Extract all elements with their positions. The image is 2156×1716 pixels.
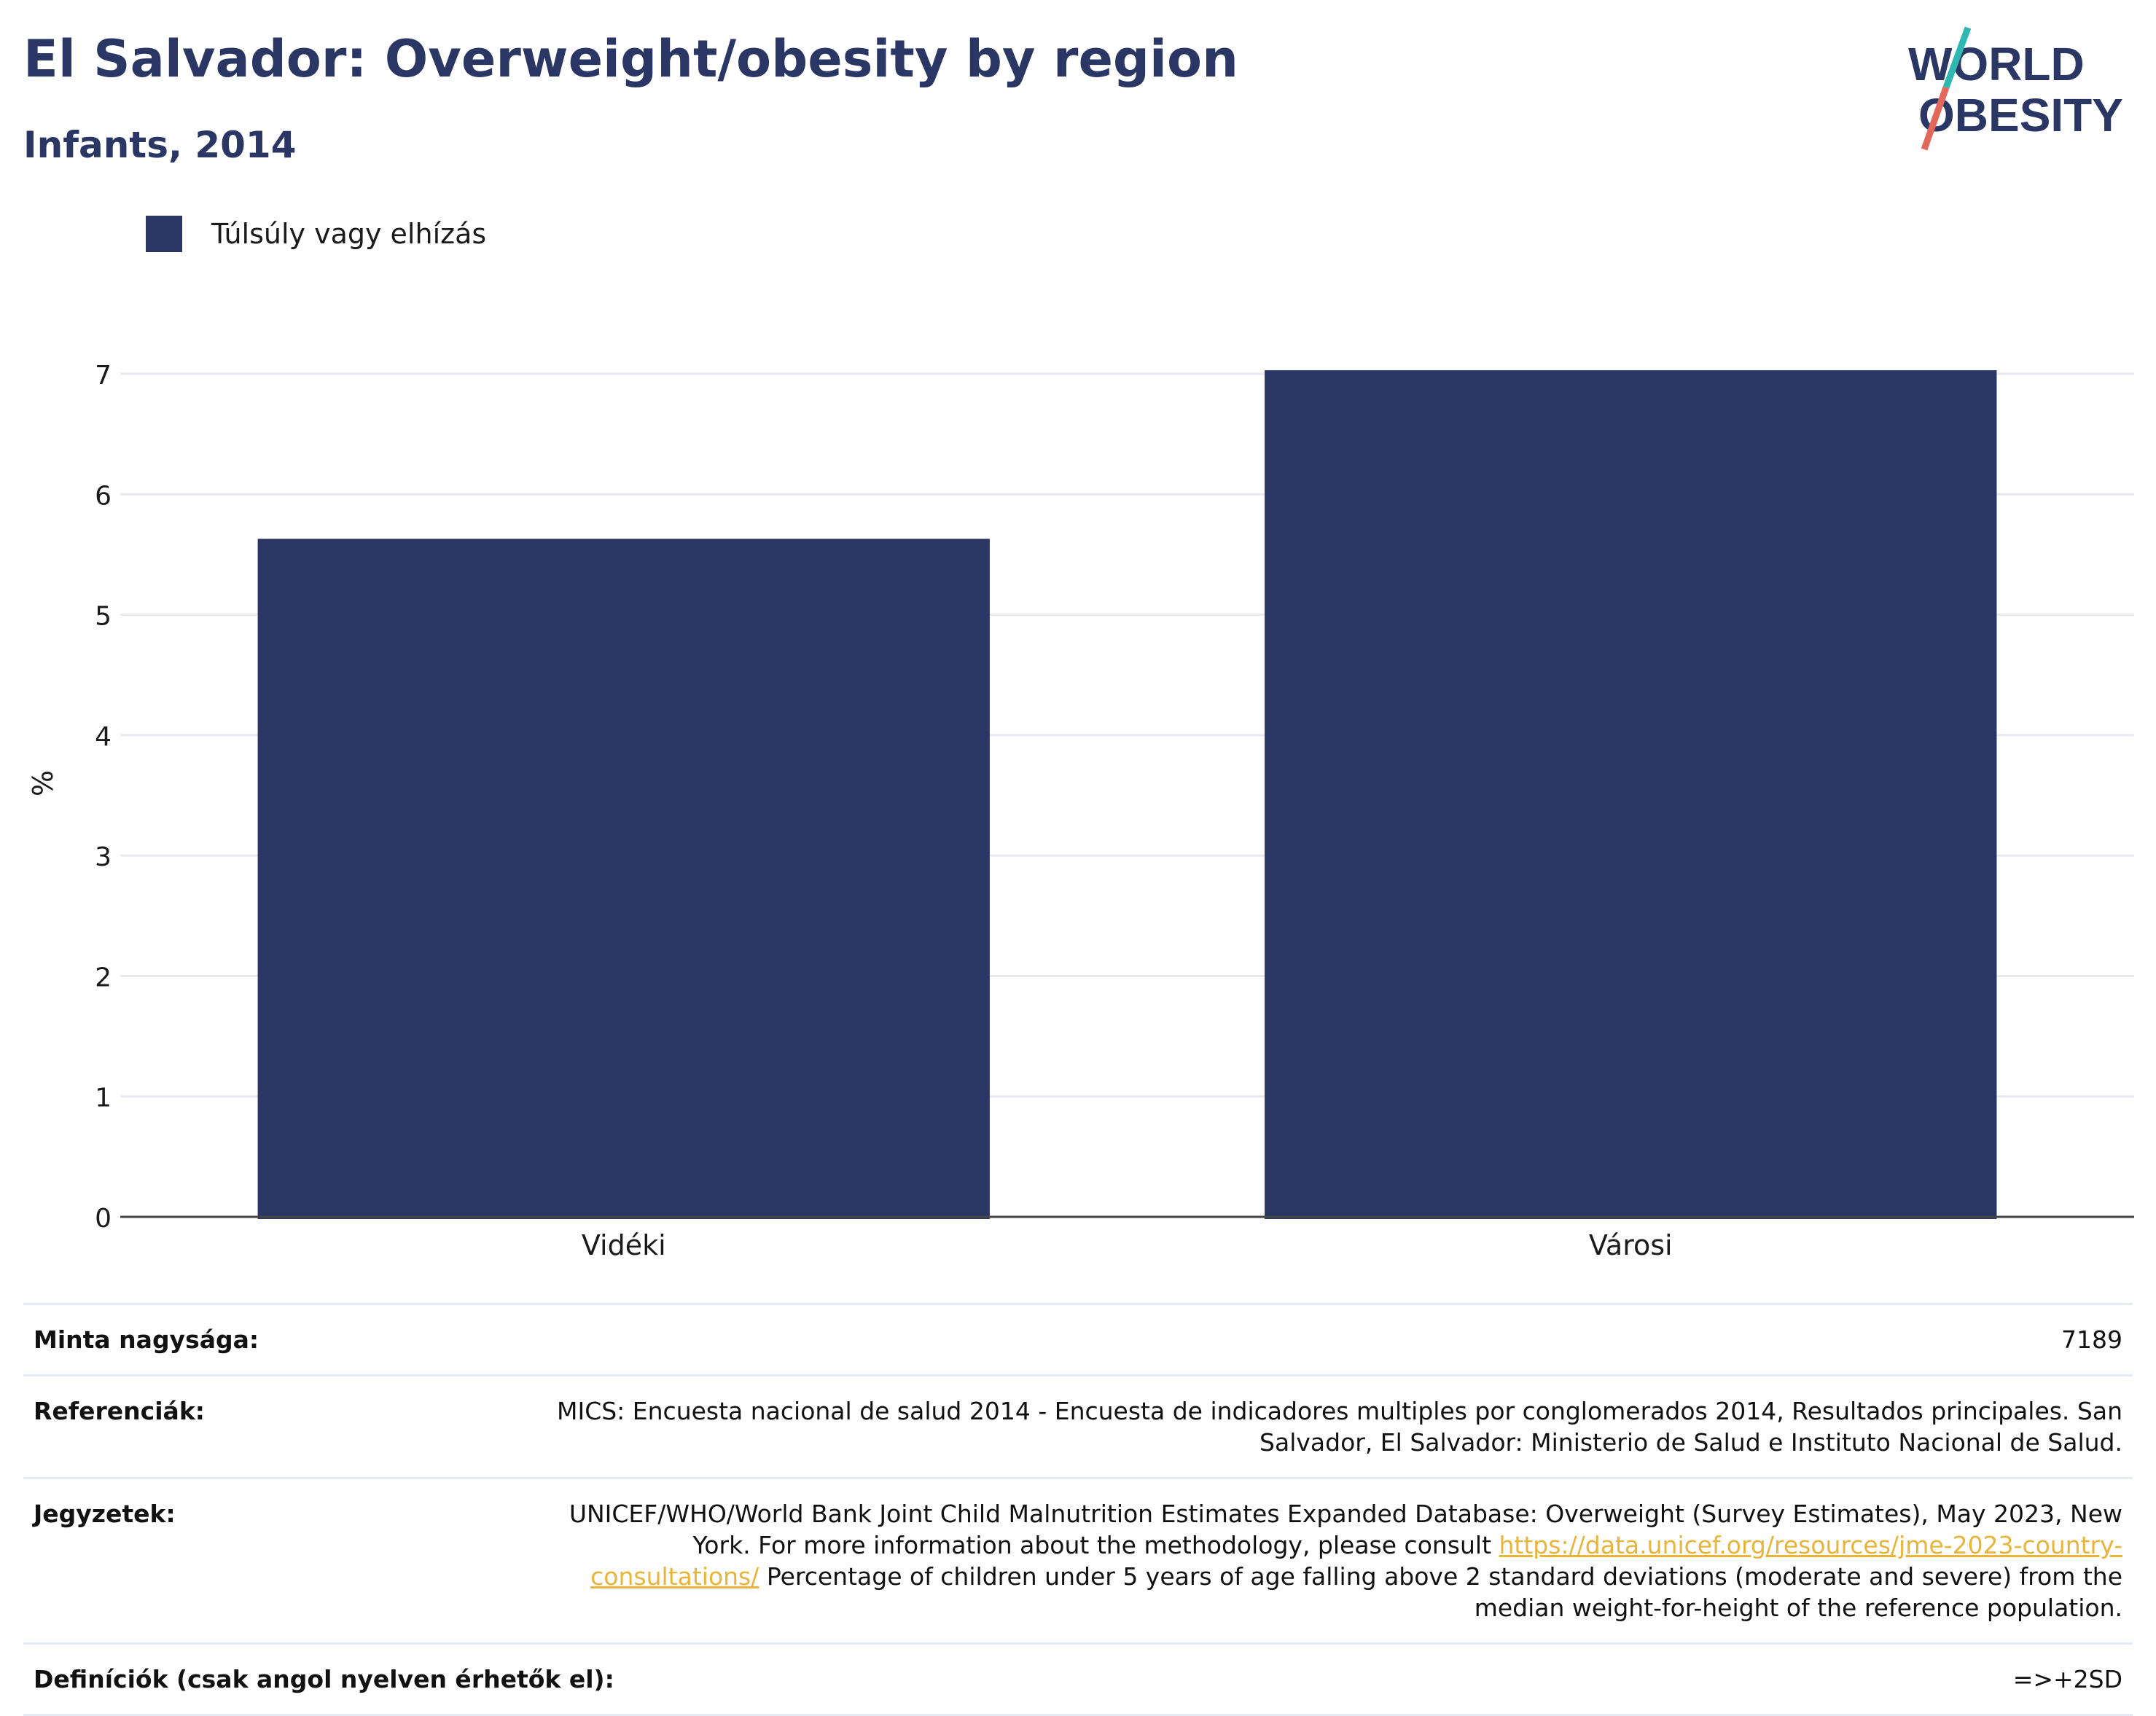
info-table: Minta nagysága: 7189 Referenciák: MICS: …: [23, 1303, 2133, 1716]
references-row: Referenciák: MICS: Encuesta nacional de …: [23, 1374, 2133, 1477]
y-tick-label: 0: [95, 1204, 112, 1234]
references-label: Referenciák:: [34, 1397, 205, 1425]
legend-label: Túlsúly vagy elhízás: [211, 218, 487, 250]
y-tick-label: 1: [95, 1084, 112, 1113]
sample-size-value: 7189: [2061, 1325, 2122, 1354]
notes-row: Jegyzetek: UNICEF/WHO/World Bank Joint C…: [23, 1477, 2133, 1642]
legend: Túlsúly vagy elhízás: [146, 216, 486, 252]
references-value: MICS: Encuesta nacional de salud 2014 - …: [556, 1397, 2122, 1457]
definitions-row: Definíciók (csak angol nyelven érhetők e…: [23, 1642, 2133, 1716]
sample-size-row: Minta nagysága: 7189: [23, 1303, 2133, 1374]
sample-size-label: Minta nagysága:: [34, 1325, 259, 1354]
y-tick-label: 3: [95, 842, 112, 872]
x-tick-label: Vidéki: [582, 1229, 666, 1261]
y-tick-label: 2: [95, 963, 112, 992]
notes-link[interactable]: https://data.unicef.org/resources/jme-20…: [590, 1531, 2122, 1591]
y-axis-label: %: [27, 770, 59, 796]
svg-text:OBESITY: OBESITY: [1918, 89, 2123, 141]
chart-title: El Salvador: Overweight/obesity by regio…: [23, 29, 1238, 89]
chart-subtitle: Infants, 2014: [23, 124, 297, 166]
legend-swatch: [146, 216, 182, 252]
notes-text-1: UNICEF/WHO/World Bank Joint Child Malnut…: [569, 1500, 2122, 1559]
notes-text-2: Percentage of children under 5 years of …: [759, 1562, 2122, 1622]
y-tick-label: 4: [95, 722, 112, 752]
world-obesity-logo: WORLD OBESITY: [1908, 26, 2123, 151]
y-tick-label: 6: [95, 481, 112, 511]
notes-value: UNICEF/WHO/World Bank Joint Child Malnut…: [534, 1498, 2122, 1623]
definitions-value: =>+2SD: [2012, 1665, 2122, 1693]
definitions-label: Definíciók (csak angol nyelven érhetők e…: [34, 1665, 614, 1693]
svg-text:WORLD: WORLD: [1908, 38, 2085, 90]
y-tick-label: 5: [95, 602, 112, 632]
bar-városi: [1265, 370, 1997, 1220]
x-tick-label: Városi: [1589, 1229, 1673, 1261]
bar-chart: 0 1 2 3 4 5 6 7% Vidéki Városi: [27, 361, 2134, 1261]
bar-vidéki: [257, 538, 990, 1219]
notes-label: Jegyzetek:: [34, 1500, 176, 1528]
y-tick-label: 7: [95, 361, 112, 391]
